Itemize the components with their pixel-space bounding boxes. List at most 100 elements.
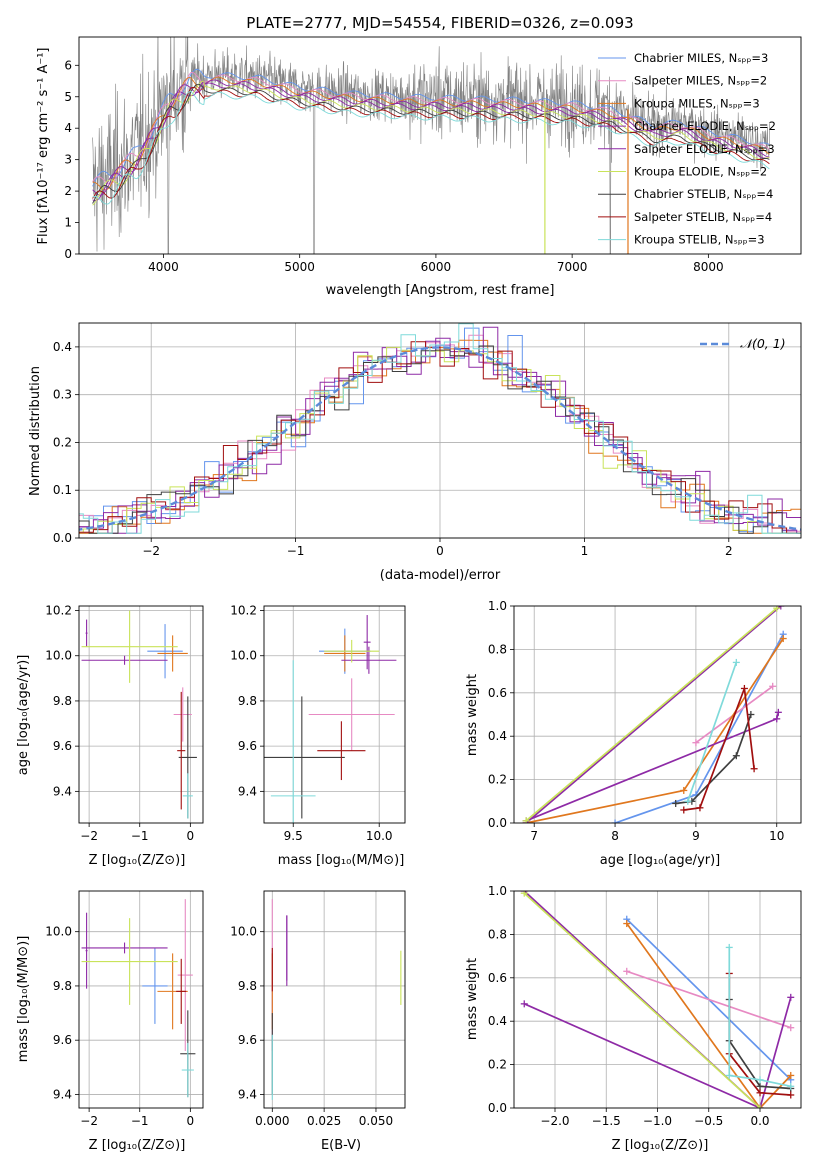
y-tick-label: 0.6 <box>488 971 507 985</box>
weight-marker <box>756 1089 764 1097</box>
axes-frame <box>513 605 802 824</box>
y-tick-label: 1.0 <box>488 884 507 898</box>
data-point-kroupa-elodie <box>81 610 178 683</box>
weight-line-salpeter-stelib <box>683 688 755 811</box>
mass-vs-metallicity-ylabel: mass [log₁₀(M/M⊙)] <box>16 936 31 1063</box>
x-tick-label: 8 <box>611 829 619 843</box>
weight-marker <box>692 739 700 747</box>
weight-line-chabrier-elodie <box>525 606 782 823</box>
weight-marker <box>623 967 631 975</box>
weight-line-kroupa-elodie <box>523 892 761 1108</box>
y-tick-label: 10.0 <box>230 649 257 663</box>
y-tick-label: 9.8 <box>238 694 257 708</box>
y-tick-label: 6 <box>64 58 72 72</box>
data-point-salpeter-miles <box>173 687 192 742</box>
x-tick-label: −1.0 <box>643 1114 672 1128</box>
y-tick-label: 9.8 <box>53 979 72 993</box>
age-vs-metallicity-xlabel: Z [log₁₀(Z/Z⊙)] <box>89 853 186 868</box>
weight-marker <box>787 1091 795 1099</box>
legend-label: Kroupa ELODIE, Nₛₚₚ=2 <box>634 165 767 179</box>
axes-frame <box>263 605 406 824</box>
x-tick-label: −1 <box>131 1114 149 1128</box>
weight-marker <box>769 682 777 690</box>
weight-marker <box>747 711 755 718</box>
weight-marker <box>696 804 704 812</box>
axes-frame <box>78 322 802 539</box>
legend-label: Kroupa STELIB, Nₛₚₚ=3 <box>634 233 765 247</box>
y-tick-label: 0.1 <box>53 483 72 497</box>
x-tick-label: −2.0 <box>540 1114 569 1128</box>
mass-vs-metallicity-xlabel: Z [log₁₀(Z/Z⊙)] <box>89 1138 186 1153</box>
x-tick-label: 9 <box>692 829 700 843</box>
weight-line-kroupa-miles <box>626 923 792 1108</box>
data-point-salpeter-miles <box>308 678 395 751</box>
weight-marker <box>740 684 748 692</box>
y-tick-label: 0.2 <box>488 773 507 787</box>
spectrum-plot-area <box>92 37 770 254</box>
weight-marker <box>777 606 785 610</box>
y-tick-label: 9.4 <box>53 784 72 798</box>
y-tick-label: 1 <box>64 216 72 230</box>
spectrum-ylabel: Flux [fλ10⁻¹⁷ erg cm⁻² s⁻¹ A⁻¹] <box>36 48 51 245</box>
age_vs_Z-plot-area <box>81 610 197 819</box>
weight-marker <box>787 1024 795 1032</box>
y-tick-label: 0.0 <box>53 531 72 545</box>
y-tick-label: 10.2 <box>45 604 72 618</box>
axes-frame <box>78 36 802 255</box>
x-tick-label: 0 <box>436 544 444 558</box>
y-tick-label: 9.4 <box>238 784 257 798</box>
x-tick-label: 0.000 <box>255 1114 289 1128</box>
legend-label: 𝒩(0, 1) <box>740 336 786 351</box>
residuals-ylabel: Normed distribution <box>28 366 43 496</box>
weight-marker <box>520 891 528 897</box>
age-vs-mass-xlabel: mass [log₁₀(M/M⊙)] <box>278 853 405 868</box>
weight-line-kroupa-elodie <box>525 607 778 822</box>
weight-line-kroupa-stelib <box>728 947 791 1088</box>
y-tick-label: 2 <box>64 184 72 198</box>
age-vs-mass-panel: mass [log₁₀(M/M⊙)] 9.5 10.0 9.4 9.6 9.8 10.0 1… <box>230 604 406 868</box>
x-tick-label: 9.5 <box>284 829 303 843</box>
y-tick-label: 0.0 <box>488 816 507 830</box>
mass-vs-extinction-xlabel: E(B-V) <box>321 1138 361 1153</box>
weight-marker <box>520 1000 528 1008</box>
y-tick-label: 10.0 <box>230 925 257 939</box>
y-tick-label: 0.0 <box>488 1101 507 1115</box>
legend-label: Kroupa MILES, Nₛₚₚ=3 <box>634 96 760 110</box>
weight-marker <box>756 1082 764 1090</box>
residuals-xlabel: (data-model)/error <box>380 568 501 583</box>
histogram-kroupa-stelib <box>79 323 801 534</box>
legend-label: Chabrier MILES, Nₛₚₚ=3 <box>634 51 768 65</box>
weight-marker <box>773 606 781 612</box>
data-point-salpeter-elodie <box>81 655 168 665</box>
weight-marker <box>732 752 740 760</box>
y-tick-label: 10.2 <box>230 604 257 618</box>
axes-frame <box>78 605 204 824</box>
data-point-salpeter-stelib <box>177 691 186 810</box>
weight-marker <box>774 708 782 716</box>
x-tick-label: −1 <box>287 544 305 558</box>
data-point-chabrier-stelib <box>264 696 345 819</box>
weight-vs-age-xlabel: age [log₁₀(age/yr)] <box>600 853 721 868</box>
y-tick-label: 0.8 <box>488 642 507 656</box>
weight-marker <box>725 943 733 951</box>
x-tick-label: 4000 <box>148 260 179 274</box>
x-tick-label: 0 <box>187 1114 195 1128</box>
x-tick-label: −2 <box>80 1114 98 1128</box>
weight-marker <box>787 993 795 1001</box>
mass-vs-extinction-panel: E(B-V) 0.000 0.025 0.050 9.4 9.6 9.8 10.0 <box>230 890 406 1153</box>
model-spectrum-chabrier-stelib <box>92 83 770 204</box>
weight-line-salpeter-elodie <box>523 997 792 1108</box>
y-tick-label: 9.8 <box>53 694 72 708</box>
model-spectrum-kroupa-stelib <box>92 90 770 205</box>
weight-marker <box>756 1076 764 1084</box>
axes-frame <box>78 890 204 1109</box>
age_vs_mass-plot-area <box>264 615 397 823</box>
x-tick-label: 0.0 <box>750 1114 769 1128</box>
legend-label: Chabrier ELODIE, Nₛₚₚ=2 <box>634 119 776 133</box>
residuals-panel: (data-model)/error Normed distribution −… <box>28 322 802 583</box>
weight-marker <box>522 817 530 823</box>
data-point-salpeter-stelib <box>176 958 187 1024</box>
y-tick-label: 5 <box>64 90 72 104</box>
